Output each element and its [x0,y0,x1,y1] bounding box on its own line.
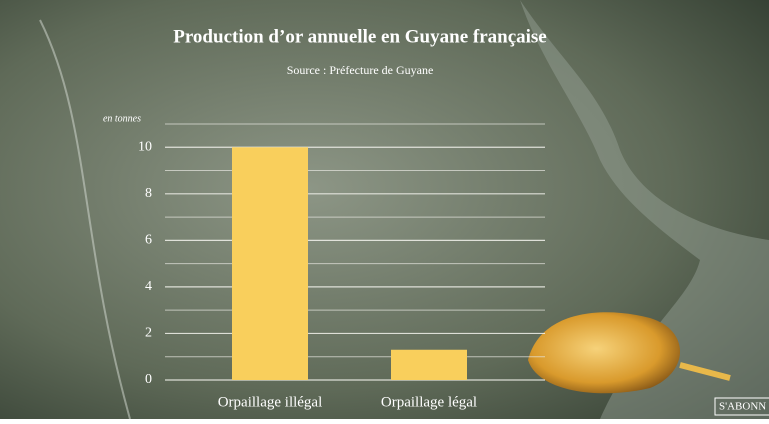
chart-title: Production d’or annuelle en Guyane franç… [173,26,547,47]
x-tick-label: Orpaillage illégal [218,394,323,410]
y-tick-label: 10 [138,139,152,154]
chart-subtitle: Source : Préfecture de Guyane [287,63,434,77]
y-axis-label: en tonnes [103,113,141,124]
y-tick-label: 2 [145,326,152,341]
y-tick-label: 4 [145,279,152,294]
y-tick-label: 0 [145,372,152,387]
subscribe-label[interactable]: S'ABONN [719,401,766,413]
gold-nugget [528,312,680,394]
subscribe-button[interactable]: S'ABONN [714,397,769,416]
x-tick-label: Orpaillage légal [381,394,477,410]
map-coast [520,0,769,419]
map-river [39,19,131,420]
subscribe-border [714,397,769,416]
bar [232,147,308,380]
gold-nugget-tail [679,362,731,381]
y-tick-label: 6 [145,233,152,248]
bar [391,349,467,380]
y-tick-label: 8 [145,186,152,201]
